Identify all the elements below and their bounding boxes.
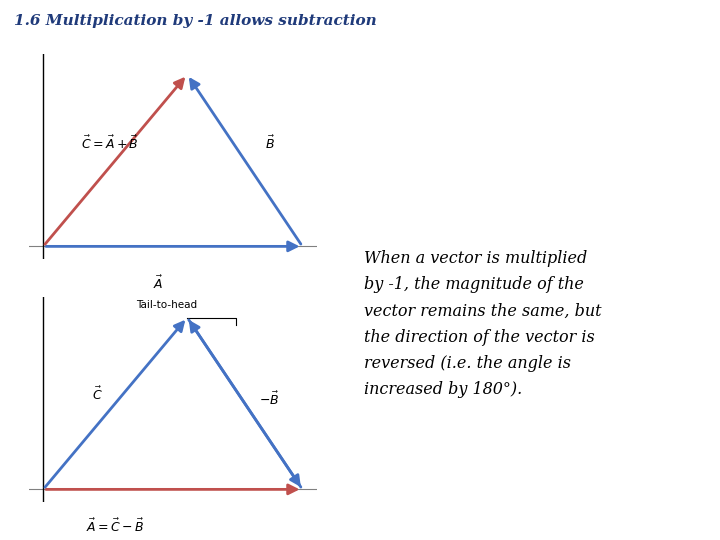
Text: 1.6 Multiplication by -1 allows subtraction: 1.6 Multiplication by -1 allows subtract… (14, 14, 377, 28)
Text: Tail-to-head: Tail-to-head (137, 300, 197, 310)
Text: $\vec{B}$: $\vec{B}$ (265, 135, 275, 152)
Text: $\vec{A} = \vec{C} - \vec{B}$: $\vec{A} = \vec{C} - \vec{B}$ (86, 517, 145, 535)
Text: (a): (a) (164, 298, 181, 310)
Text: When a vector is multiplied
by -1, the magnitude of the
vector remains the same,: When a vector is multiplied by -1, the m… (364, 250, 601, 398)
Text: $\vec{C}$: $\vec{C}$ (92, 386, 103, 403)
Text: $\vec{C} = \vec{A} + \vec{B}$: $\vec{C} = \vec{A} + \vec{B}$ (81, 135, 138, 152)
Text: $-\vec{B}$: $-\vec{B}$ (259, 391, 279, 408)
Text: $\vec{A}$: $\vec{A}$ (153, 274, 163, 292)
